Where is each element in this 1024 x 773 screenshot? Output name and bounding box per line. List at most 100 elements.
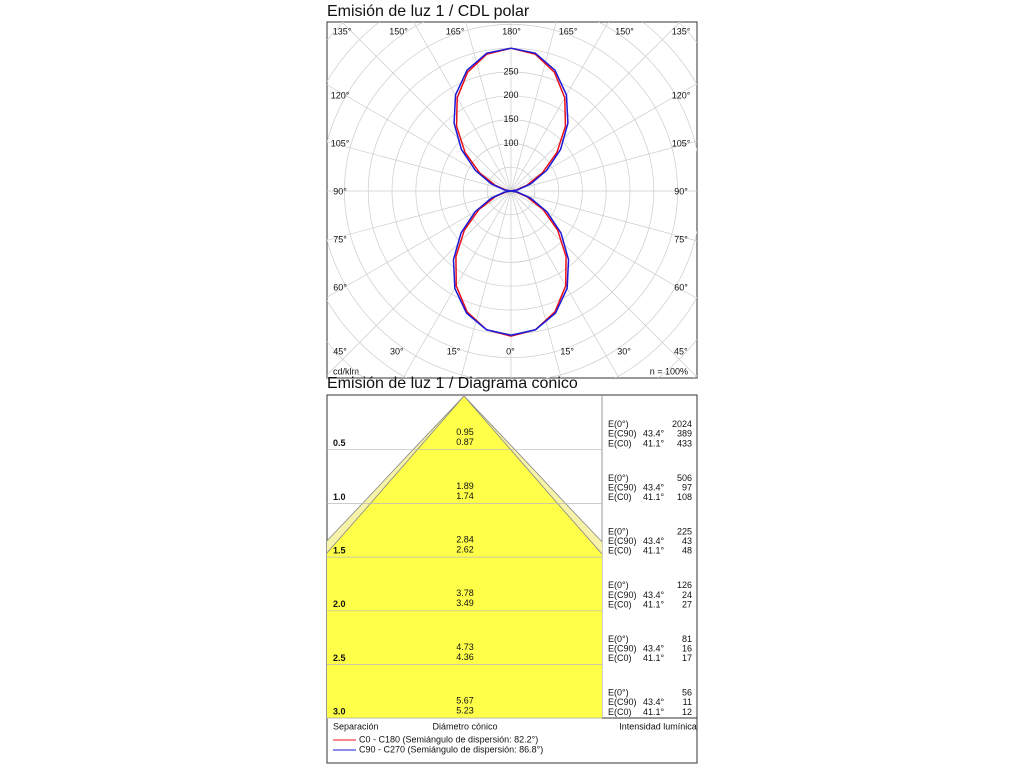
e-angle: 43.4° (643, 643, 665, 653)
e-label: E(C90) (608, 643, 637, 653)
legend-label: C0 - C180 (Semiángulo de dispersión: 82.… (359, 734, 538, 744)
diameter-c0: 0.87 (456, 437, 474, 447)
e-angle: 43.4° (643, 697, 665, 707)
grid-spoke (327, 141, 512, 192)
e-value: 108 (677, 492, 692, 502)
e-angle: 41.1° (643, 653, 665, 663)
angle-label: 105° (672, 138, 691, 148)
diameter-c90: 3.78 (456, 588, 474, 598)
polar-unit: cd/klm (333, 366, 359, 376)
e-value: 126 (677, 580, 692, 590)
e-value: 16 (682, 643, 692, 653)
e-value: 27 (682, 599, 692, 609)
grid-spoke (510, 190, 620, 378)
intensity-curve (452, 47, 512, 336)
diameter-c90: 0.95 (456, 427, 474, 437)
e-value: 433 (677, 438, 692, 448)
e-label: E(0°) (608, 580, 629, 590)
grid-spoke (413, 22, 512, 192)
grid-spoke (327, 190, 512, 376)
angle-label: 15° (447, 346, 461, 356)
polar-frame (326, 21, 698, 379)
grid-spoke (510, 190, 697, 299)
e-label: E(C0) (608, 438, 632, 448)
distance-label: 2.5 (333, 653, 346, 663)
e-label: E(C0) (608, 492, 632, 502)
angle-label: 0° (506, 346, 515, 356)
diameter-c0: 5.23 (456, 706, 474, 716)
diameter-c90: 2.84 (456, 534, 474, 544)
polar-title: Emisión de luz 1 / CDL polar (327, 3, 530, 20)
grid-spoke (510, 22, 681, 192)
e-label: E(C0) (608, 653, 632, 663)
e-label: E(C90) (608, 590, 637, 600)
e-value: 225 (677, 526, 692, 536)
header-separation: Separación (333, 721, 379, 731)
angle-label: 60° (674, 282, 688, 292)
legend-label: C90 - C270 (Semiángulo de dispersión: 86… (359, 744, 543, 754)
e-angle: 41.1° (643, 707, 665, 717)
header-intensity: Intensidad lumínica (619, 721, 697, 731)
grid-spoke (327, 84, 512, 192)
angle-label: 15° (560, 346, 574, 356)
distance-label: 3.0 (333, 707, 346, 717)
e-label: E(C90) (608, 429, 637, 439)
e-label: E(0°) (608, 419, 629, 429)
polar-efficiency: n = 100% (650, 366, 688, 376)
distance-label: 1.5 (333, 545, 346, 555)
grid-spoke (460, 190, 512, 378)
e-label: E(C0) (608, 546, 632, 556)
e-value: 12 (682, 707, 692, 717)
angle-label: 45° (333, 346, 347, 356)
e-value: 389 (677, 429, 692, 439)
e-angle: 41.1° (643, 438, 665, 448)
angle-label: 120° (331, 90, 350, 100)
e-angle: 43.4° (643, 536, 665, 546)
angle-label: 45° (674, 346, 688, 356)
angle-label: 75° (333, 234, 347, 244)
e-angle: 41.1° (643, 492, 665, 502)
angle-label: 150° (389, 26, 408, 36)
e-angle: 43.4° (643, 429, 665, 439)
e-value: 2024 (672, 419, 692, 429)
e-angle: 43.4° (643, 482, 665, 492)
angle-label: 75° (674, 234, 688, 244)
distance-label: 2.0 (333, 599, 346, 609)
cone-title: Emisión de luz 1 / Diagrama conico (327, 375, 578, 392)
angle-label: 90° (333, 186, 347, 196)
e-angle: 41.1° (643, 599, 665, 609)
angle-label: 135° (672, 26, 691, 36)
e-label: E(C0) (608, 599, 632, 609)
diameter-c90: 1.89 (456, 481, 474, 491)
e-label: E(C0) (608, 707, 632, 717)
e-value: 506 (677, 473, 692, 483)
diameter-c0: 4.36 (456, 652, 474, 662)
angle-label: 165° (446, 26, 465, 36)
e-value: 24 (682, 590, 692, 600)
grid-spoke (341, 22, 512, 192)
grid-spoke (327, 190, 512, 298)
r-tick-label: 250 (503, 66, 518, 76)
diameter-c0: 1.74 (456, 491, 474, 501)
e-value: 56 (682, 688, 692, 698)
e-value: 11 (683, 697, 692, 707)
intensity-curve (510, 47, 570, 336)
e-value: 97 (682, 482, 692, 492)
e-label: E(C90) (608, 536, 637, 546)
grid-spoke (510, 190, 697, 242)
grid-spoke (510, 22, 557, 192)
angle-label: 105° (331, 138, 350, 148)
diameter-c0: 2.62 (456, 544, 474, 554)
angle-label: 30° (390, 346, 404, 356)
e-angle: 41.1° (643, 546, 665, 556)
angle-label: 135° (333, 26, 352, 36)
grid-spoke (510, 22, 609, 192)
grid-spoke (510, 190, 562, 378)
e-label: E(0°) (608, 473, 629, 483)
e-value: 43 (682, 536, 692, 546)
r-tick-label: 150 (503, 114, 518, 124)
e-label: E(C90) (608, 482, 637, 492)
angle-label: 120° (672, 90, 691, 100)
distance-label: 0.5 (333, 438, 346, 448)
